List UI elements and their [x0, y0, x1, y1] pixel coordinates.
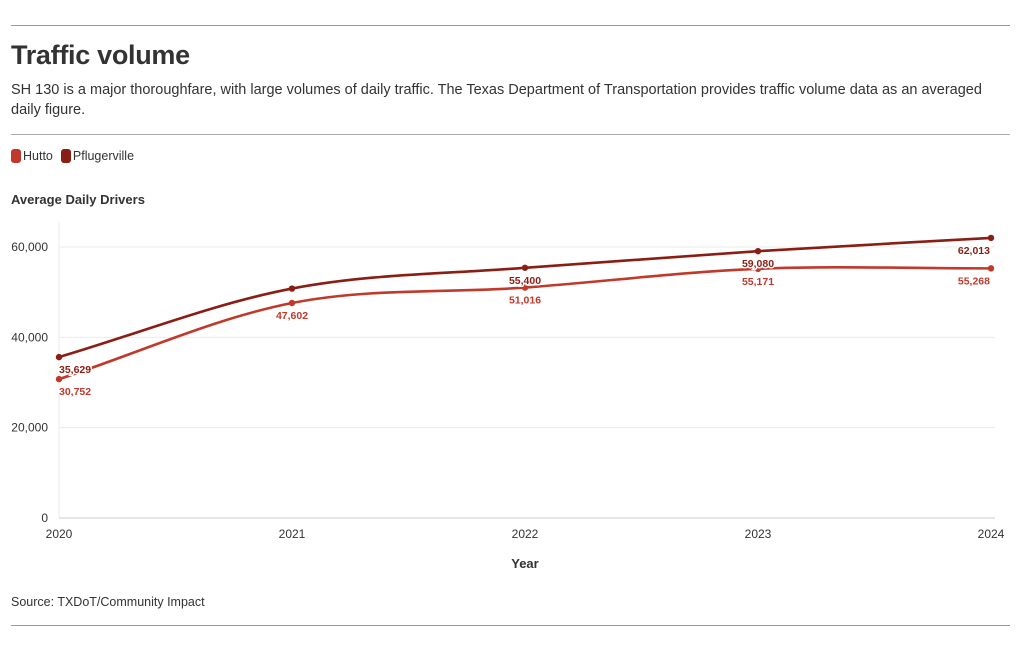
y-tick-label: 20,000: [11, 421, 48, 435]
y-tick-label: 60,000: [11, 240, 48, 254]
data-label-hutto: 47,602: [276, 310, 308, 322]
header-divider: [11, 134, 1010, 135]
data-point-hutto: [288, 299, 296, 307]
top-rule: [11, 25, 1010, 26]
data-label-hutto: 51,016: [509, 295, 541, 307]
data-point-pflugerville: [521, 264, 529, 271]
data-point-pflugerville: [55, 353, 63, 361]
line-chart: 0 20,000 40,000 60,000 2020 2021 2022 2023 2024 Y…: [11, 222, 1005, 571]
x-tick-label: 2021: [279, 527, 306, 541]
legend-label-hutto: Hutto: [23, 149, 53, 163]
data-point-pflugerville: [754, 247, 762, 255]
data-label-pflugerville: 59,080: [742, 258, 774, 270]
x-tick-label: 2022: [512, 527, 539, 541]
x-tick-label: 2024: [978, 527, 1005, 541]
chart-subtitle: SH 130 is a major thoroughfare, with lar…: [11, 82, 982, 118]
data-point-hutto: [521, 284, 529, 291]
legend-swatch-hutto: [11, 149, 21, 163]
data-point-pflugerville: [987, 234, 995, 242]
bottom-rule: [11, 625, 1010, 626]
data-label-pflugerville: 55,400: [509, 275, 541, 287]
y-axis-title: Average Daily Drivers: [11, 192, 145, 207]
x-tick-label: 2020: [46, 527, 73, 541]
data-label-hutto: 30,752: [59, 386, 91, 398]
data-point-hutto: [754, 265, 762, 273]
data-label-hutto: 55,171: [742, 276, 774, 288]
x-axis-title: Year: [511, 556, 538, 571]
legend-item-hutto[interactable]: Hutto: [11, 149, 53, 163]
data-label-pflugerville: 35,629: [59, 364, 91, 376]
legend-item-pflugerville[interactable]: Pflugerville: [60, 149, 135, 163]
data-point-hutto: [987, 265, 995, 272]
legend: Hutto Pflugerville: [11, 149, 134, 163]
x-tick-label: 2023: [745, 527, 772, 541]
y-tick-label: 40,000: [11, 330, 48, 344]
legend-label-pflugerville: Pflugerville: [72, 149, 135, 163]
data-label-hutto: 55,268: [958, 275, 990, 287]
legend-swatch-pflugerville: [60, 149, 71, 163]
data-point-hutto: [55, 375, 63, 383]
y-tick-label: 0: [41, 511, 48, 525]
data-label-pflugerville: 62,013: [958, 245, 990, 257]
chart-title: Traffic volume: [11, 40, 190, 70]
source-note: Source: TXDoT/Community Impact: [11, 595, 205, 609]
data-point-pflugerville: [288, 285, 296, 292]
